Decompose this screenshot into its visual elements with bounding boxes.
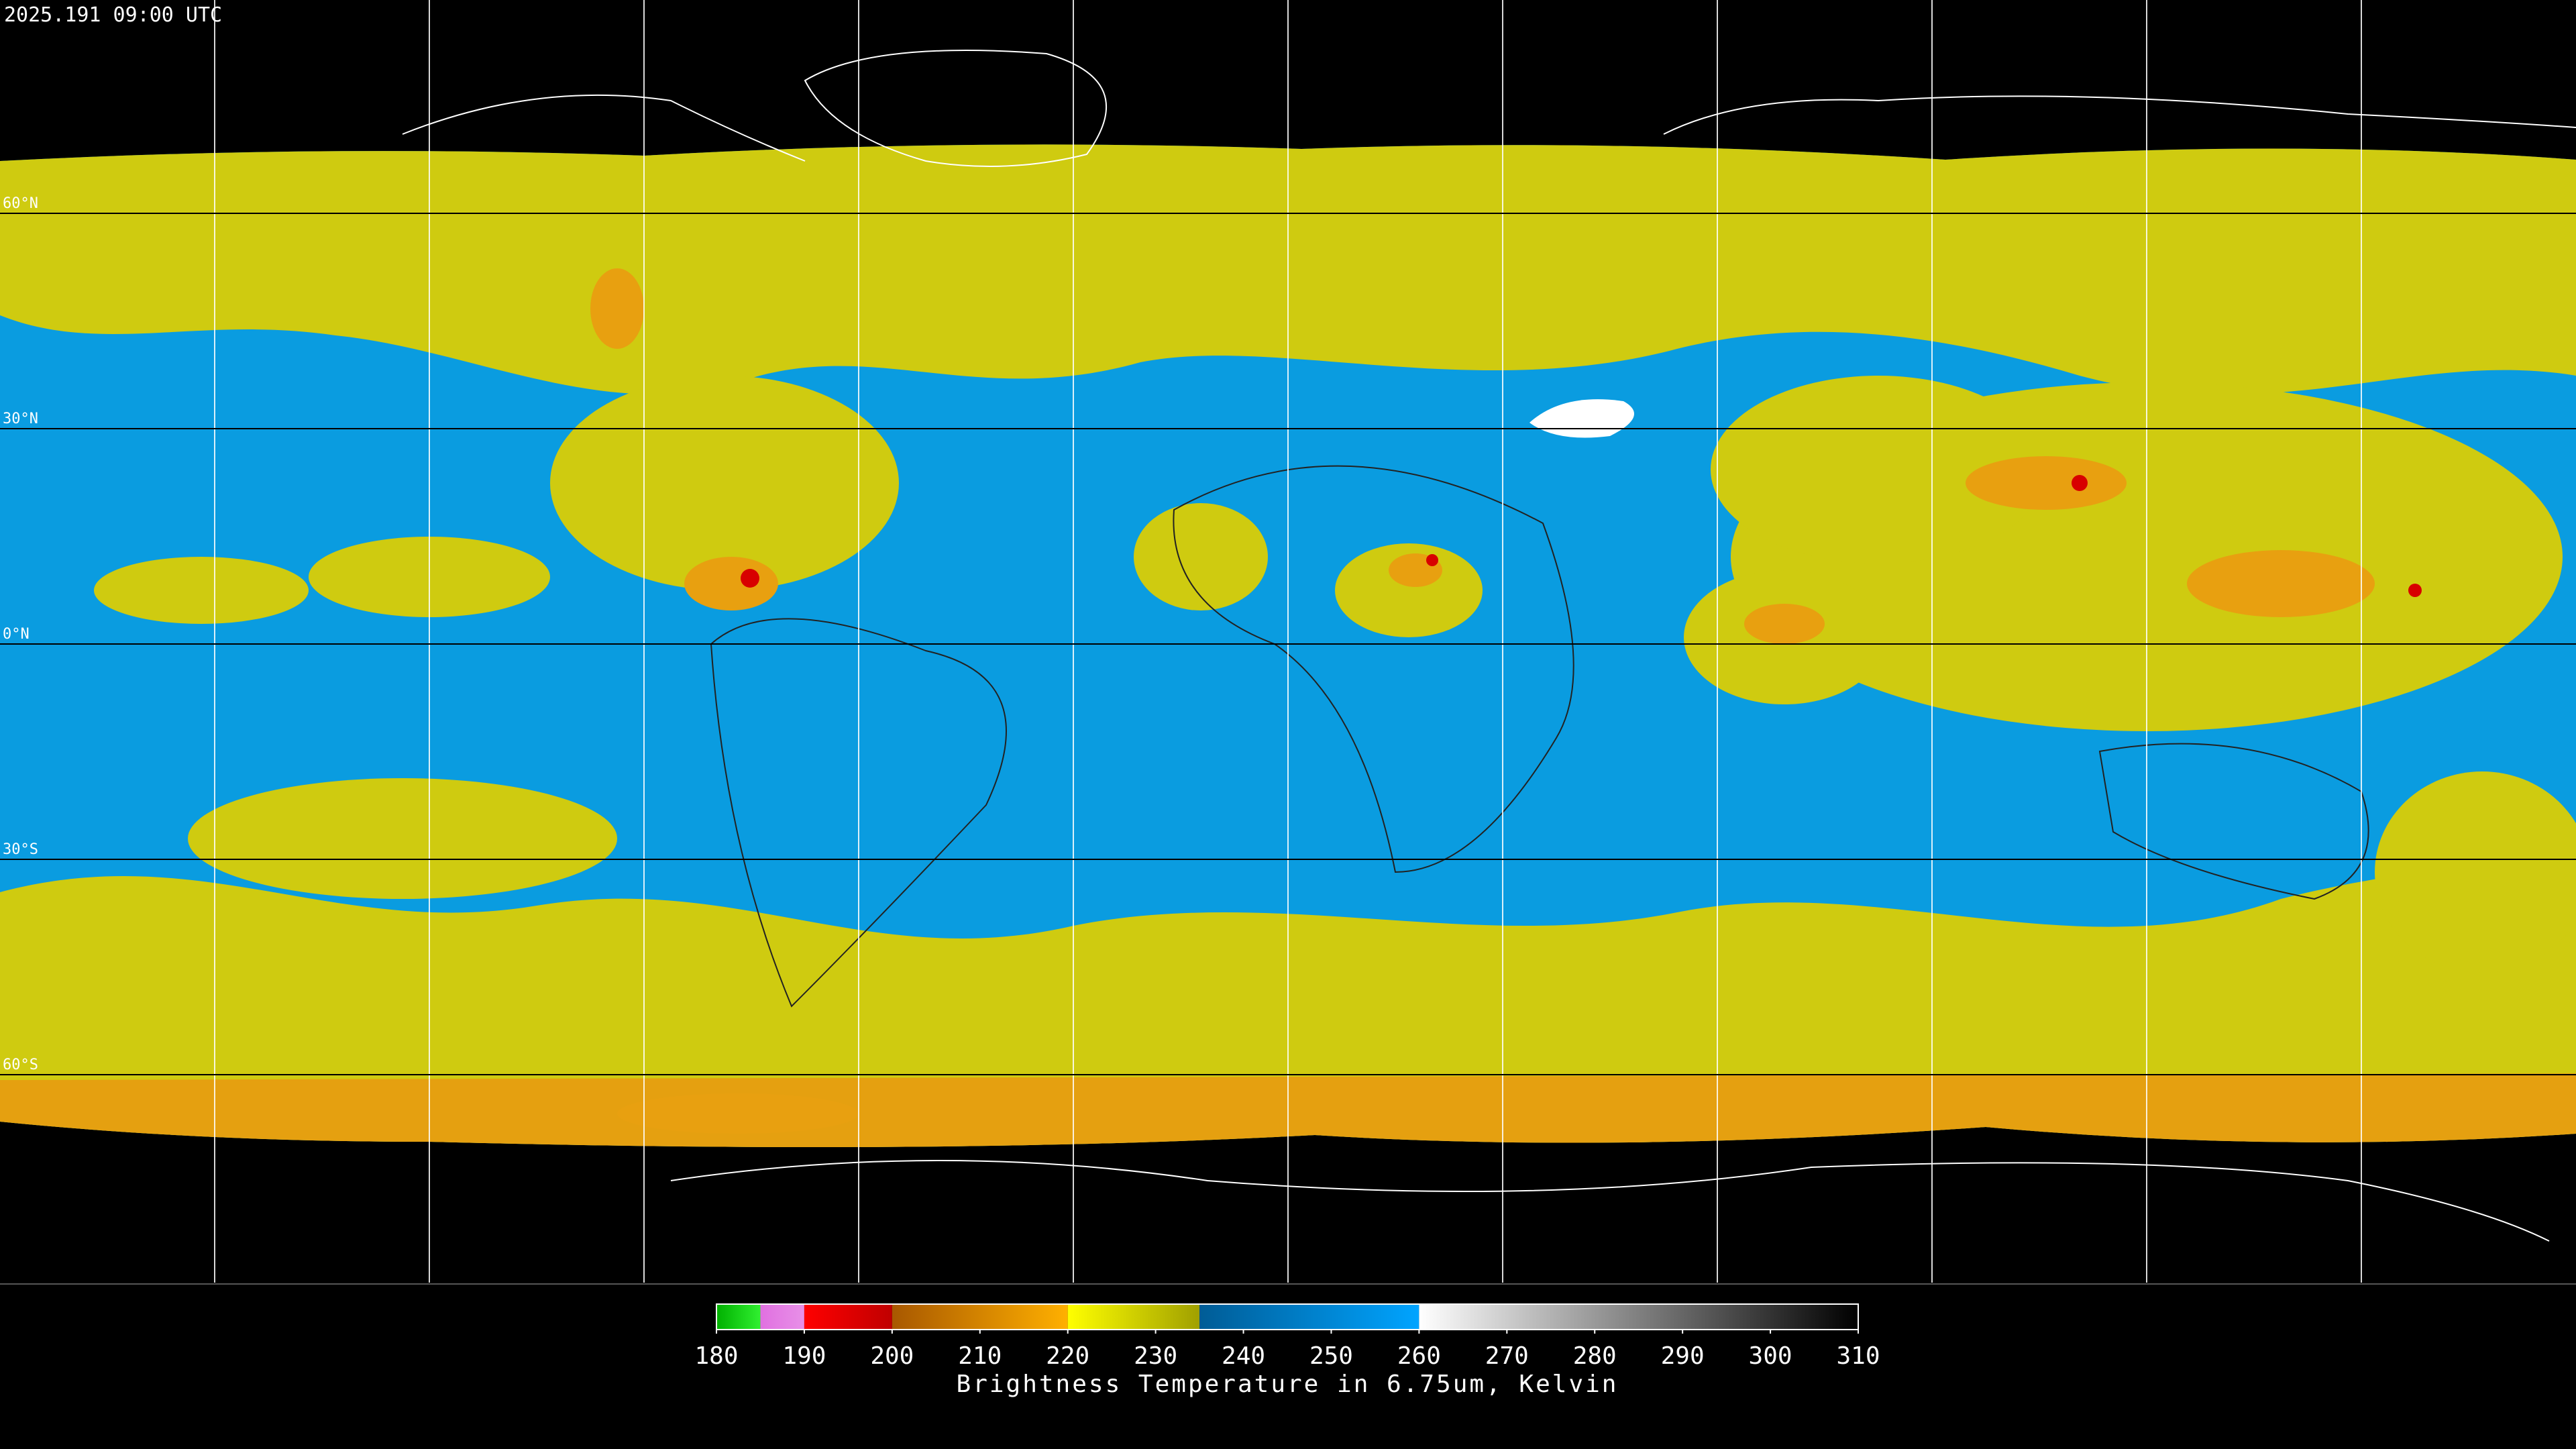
colorbar-tick-label: 180 [694, 1342, 738, 1370]
colorbar-tick-label: 200 [870, 1342, 914, 1370]
colorbar-tick-label: 280 [1573, 1342, 1617, 1370]
latitude-label: 30°S [3, 841, 38, 858]
colorbar-title: Brightness Temperature in 6.75um, Kelvin [957, 1371, 1619, 1398]
colorbar-tick-label: 230 [1134, 1342, 1177, 1370]
colorbar-tick-label: 260 [1397, 1342, 1441, 1370]
colorbar-tick-label: 220 [1046, 1342, 1089, 1370]
colorbar: 180 190 200 210 220 230 240 250 260 270 280 290 300 3… [694, 1303, 1880, 1370]
colorbar-tick-label: 310 [1836, 1342, 1880, 1370]
continents-outline [710, 465, 2369, 1008]
colorbar-tick-label: 270 [1485, 1342, 1529, 1370]
colorbar-segment [892, 1304, 1068, 1330]
latitude-label: 0°N [3, 626, 30, 643]
latitude-label: 30°N [3, 411, 38, 427]
colorbar-segment [760, 1304, 804, 1330]
colorbar-tick-label: 240 [1222, 1342, 1265, 1370]
colorbar-frame [716, 1303, 1859, 1330]
colorbar-tick-label: 290 [1661, 1342, 1705, 1370]
colorbar-tick-label: 210 [958, 1342, 1002, 1370]
colorbar-segment [804, 1304, 892, 1330]
colorbar-segment [716, 1304, 761, 1330]
deep-convection [741, 475, 2422, 597]
colorbar-segment [1199, 1304, 1419, 1330]
coastlines [402, 50, 2576, 1242]
cold-cloud-tops [590, 268, 2375, 1134]
latitude-label: 60°N [3, 195, 38, 212]
colorbar-tick-label: 190 [782, 1342, 826, 1370]
latitude-label: 60°S [3, 1057, 38, 1073]
colorbar-tick-label: 300 [1749, 1342, 1792, 1370]
timestamp: 2025.191 09:00 UTC [4, 3, 222, 27]
colorbar-segment [1067, 1304, 1200, 1330]
colorbar-tick-label: 250 [1309, 1342, 1353, 1370]
colorbar-segment [1419, 1304, 1858, 1330]
graticule: 60°N 30°N 0°N 30°S 60°S [3, 0, 2362, 1283]
